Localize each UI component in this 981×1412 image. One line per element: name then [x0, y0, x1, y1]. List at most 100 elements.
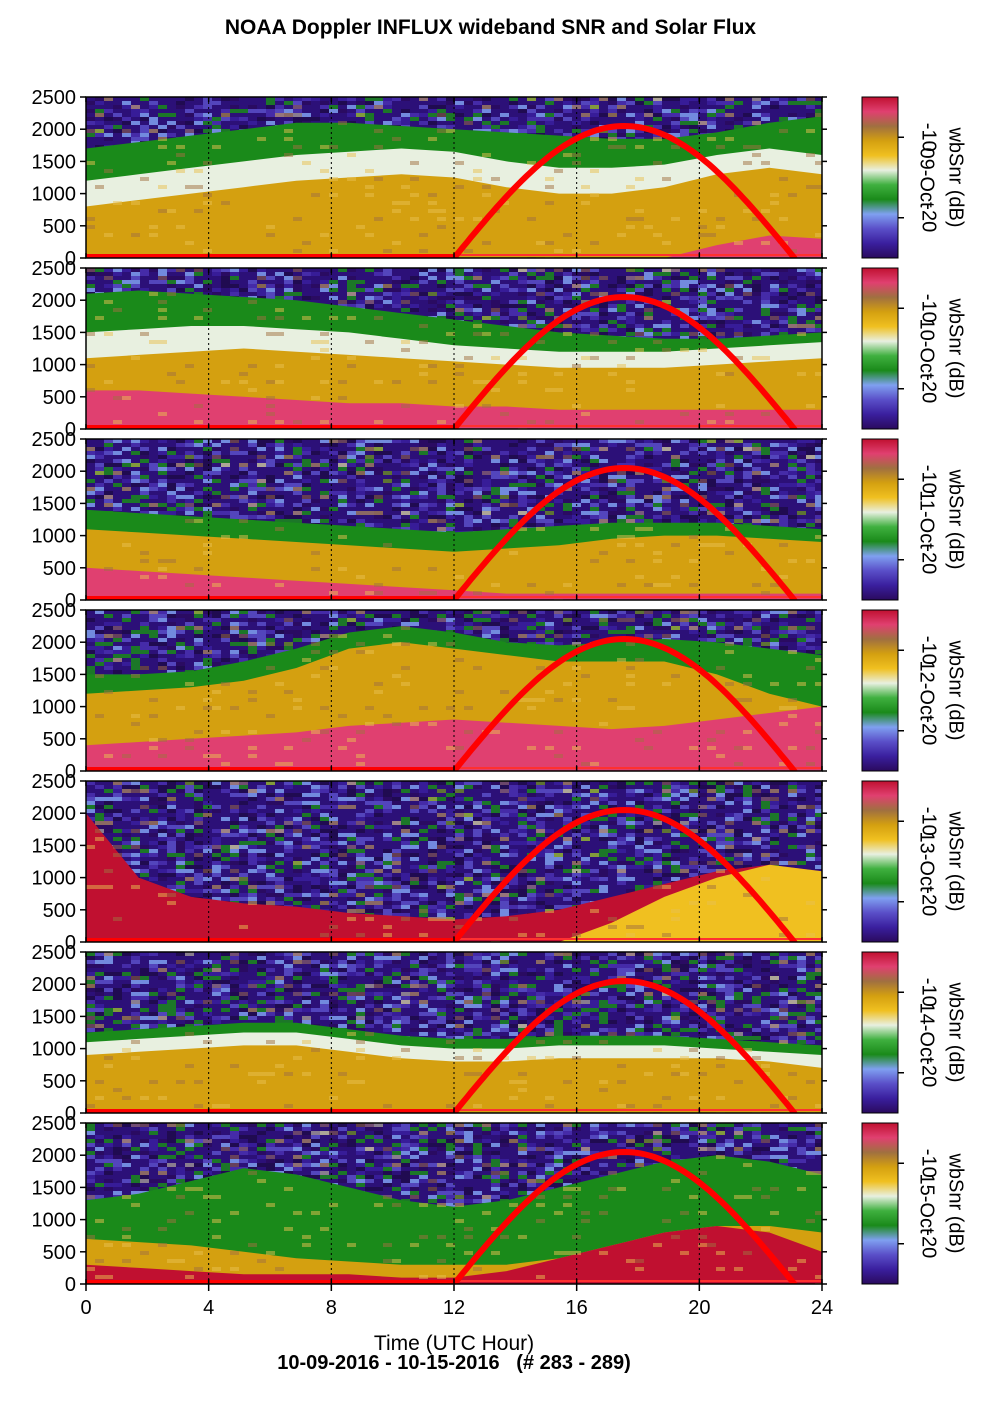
- heatmap-cell: [779, 320, 788, 324]
- heatmap-cell: [347, 105, 356, 109]
- heatmap-cell: [527, 467, 536, 471]
- heatmap-cell: [257, 292, 266, 296]
- heatmap-cell: [248, 443, 257, 447]
- heatmap-cell: [473, 380, 482, 384]
- heatmap-cell: [545, 296, 554, 300]
- heatmap-cell: [707, 483, 716, 487]
- heatmap-cell: [113, 475, 122, 479]
- heatmap-cell: [383, 249, 392, 253]
- heatmap-cell: [815, 455, 822, 459]
- heatmap-cell: [410, 491, 419, 495]
- heatmap-cell: [554, 463, 563, 467]
- heatmap-cell: [617, 487, 626, 491]
- heatmap-cell: [446, 467, 455, 471]
- heatmap-cell: [725, 272, 734, 276]
- heatmap-cell: [221, 455, 230, 459]
- heatmap-cell: [158, 129, 167, 133]
- heatmap-cell: [518, 380, 527, 384]
- heatmap-cell: [698, 451, 707, 455]
- heatmap-cell: [671, 117, 680, 121]
- heatmap-cell: [590, 463, 599, 467]
- heatmap-cell: [140, 113, 149, 117]
- heatmap-cell: [806, 443, 815, 447]
- heatmap-cell: [545, 471, 554, 475]
- heatmap-cell: [194, 268, 203, 272]
- heatmap-cell: [419, 340, 428, 344]
- heatmap-cell: [158, 280, 167, 284]
- heatmap-cell: [500, 487, 509, 491]
- heatmap-cell: [185, 471, 194, 475]
- heatmap-cell: [545, 420, 554, 424]
- heatmap-cell: [113, 439, 122, 443]
- heatmap-cell: [131, 284, 140, 288]
- heatmap-cell: [626, 320, 635, 324]
- heatmap-cell: [455, 451, 464, 455]
- heatmap-cell: [302, 483, 311, 487]
- heatmap-cell: [365, 185, 374, 189]
- heatmap-cell: [509, 288, 518, 292]
- heatmap-cell: [518, 129, 527, 133]
- heatmap-cell: [428, 475, 437, 479]
- heatmap-cell: [293, 145, 302, 149]
- heatmap-cell: [482, 380, 491, 384]
- heatmap-cell: [707, 320, 716, 324]
- heatmap-cell: [185, 133, 194, 137]
- heatmap-cell: [689, 97, 698, 101]
- heatmap-cell: [761, 324, 770, 328]
- heatmap-cell: [446, 491, 455, 495]
- heatmap-cell: [815, 443, 822, 447]
- heatmap-cell: [95, 447, 104, 451]
- heatmap-cell: [734, 296, 743, 300]
- heatmap-cell: [401, 121, 410, 125]
- heatmap-cell: [545, 451, 554, 455]
- heatmap-cell: [698, 467, 707, 471]
- heatmap-cell: [608, 137, 617, 141]
- heatmap-cell: [626, 276, 635, 280]
- heatmap-cell: [572, 153, 581, 157]
- heatmap-cell: [527, 113, 536, 117]
- heatmap-cell: [491, 475, 500, 479]
- heatmap-cell: [266, 288, 275, 292]
- heatmap-cell: [644, 447, 653, 451]
- heatmap-cell: [113, 268, 122, 272]
- heatmap-cell: [194, 316, 203, 320]
- colorbar: -10-20 wbSnr (dB)09-Oct: [861, 96, 967, 259]
- heatmap-cell: [590, 105, 599, 109]
- heatmap-cell: [581, 312, 590, 316]
- heatmap-cell: [473, 284, 482, 288]
- heatmap-cell: [653, 451, 662, 455]
- heatmap-cell: [518, 372, 527, 376]
- heatmap-cell: [194, 439, 203, 443]
- heatmap-cell: [356, 483, 365, 487]
- heatmap-cell: [410, 113, 419, 117]
- heatmap-cell: [734, 308, 743, 312]
- heatmap-cell: [212, 129, 221, 133]
- heatmap-cell: [590, 308, 599, 312]
- heatmap-cell: [716, 459, 725, 463]
- heatmap-cell: [536, 292, 545, 296]
- heatmap-cell: [482, 241, 491, 245]
- heatmap-cell: [473, 117, 482, 121]
- heatmap-cell: [284, 153, 293, 157]
- heatmap-cell: [86, 161, 95, 165]
- heatmap-cell: [698, 316, 707, 320]
- heatmap-cell: [698, 225, 707, 229]
- heatmap-cell: [167, 447, 176, 451]
- heatmap-cell: [527, 280, 536, 284]
- heatmap-cell: [536, 439, 545, 443]
- heatmap-cell: [779, 268, 788, 272]
- heatmap-cell: [455, 487, 464, 491]
- heatmap-cell: [626, 455, 635, 459]
- heatmap-cell: [563, 324, 572, 328]
- heatmap-cell: [167, 491, 176, 495]
- heatmap-cell: [473, 296, 482, 300]
- heatmap-cell: [356, 447, 365, 451]
- heatmap-cell: [554, 249, 563, 253]
- heatmap-cell: [221, 439, 230, 443]
- heatmap-cell: [707, 324, 716, 328]
- heatmap-cell: [680, 471, 689, 475]
- heatmap-cell: [761, 491, 770, 495]
- heatmap-cell: [185, 487, 194, 491]
- heatmap-cell: [230, 495, 239, 499]
- heatmap-cell: [419, 483, 428, 487]
